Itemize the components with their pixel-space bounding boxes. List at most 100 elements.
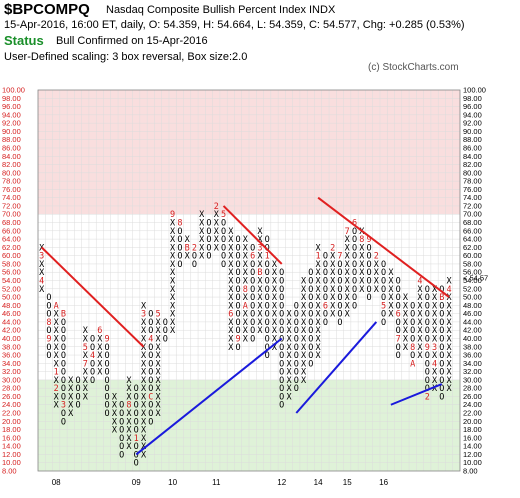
o-box: O xyxy=(323,260,328,270)
x-box: X xyxy=(170,318,176,328)
x-box: X xyxy=(228,252,234,262)
o-box: O xyxy=(177,252,182,262)
o-box: 7 xyxy=(396,334,401,344)
o-box: O xyxy=(148,417,153,427)
y-tick-left: 64.00 xyxy=(2,235,21,244)
x-box: X xyxy=(141,326,147,336)
x-box: X xyxy=(447,293,453,303)
x-box: X xyxy=(301,293,307,303)
x-box: 1 xyxy=(316,252,321,262)
x-box: X xyxy=(126,426,132,436)
x-box: X xyxy=(257,285,263,295)
x-box: 5 xyxy=(83,343,88,353)
o-box: O xyxy=(61,326,66,336)
o-box: O xyxy=(279,326,284,336)
y-tick-left: 8.00 xyxy=(2,467,17,476)
x-box: X xyxy=(97,368,103,378)
o-box: B xyxy=(61,310,66,320)
y-tick-left: 86.00 xyxy=(2,143,21,152)
o-box: O xyxy=(279,310,284,320)
o-box: O xyxy=(396,277,401,287)
y-tick-left: 16.00 xyxy=(2,433,21,442)
o-box: O xyxy=(250,301,255,311)
x-box: X xyxy=(286,384,292,394)
x-box: X xyxy=(228,285,234,295)
x-tick-label: 10 xyxy=(168,478,177,487)
x-box: X xyxy=(316,334,322,344)
o-box: O xyxy=(352,243,357,253)
x-box: X xyxy=(403,343,409,353)
o-box: O xyxy=(381,310,386,320)
x-box: X xyxy=(68,409,74,419)
o-box: O xyxy=(250,268,255,278)
o-box: 6 xyxy=(323,301,328,311)
o-box: O xyxy=(352,227,357,237)
x-box: X xyxy=(316,326,322,336)
o-box: O xyxy=(265,343,270,353)
x-box: X xyxy=(54,392,60,402)
x-box: 2 xyxy=(214,202,219,212)
x-box: 5 xyxy=(155,310,160,320)
x-box: X xyxy=(286,310,292,320)
y-tick-left: 90.00 xyxy=(2,127,21,136)
o-box: O xyxy=(90,368,95,378)
x-box: X xyxy=(257,227,263,237)
x-box: X xyxy=(432,326,438,336)
x-box: X xyxy=(97,359,103,369)
x-box: X xyxy=(243,318,249,328)
o-box: O xyxy=(337,310,342,320)
x-box: X xyxy=(272,268,278,278)
x-box: X xyxy=(170,301,176,311)
x-box: X xyxy=(141,368,147,378)
y-tick-left: 40.00 xyxy=(2,334,21,343)
x-box: 4 xyxy=(417,277,422,287)
x-box: X xyxy=(141,301,147,311)
x-box: X xyxy=(243,235,249,245)
status-value: Bull Confirmed on 15-Apr-2016 xyxy=(56,35,208,47)
o-box: O xyxy=(308,326,313,336)
x-box: X xyxy=(68,401,74,411)
x-box: X xyxy=(170,219,176,229)
x-box: X xyxy=(141,409,147,419)
y-tick-left: 70.00 xyxy=(2,210,21,219)
x-box: X xyxy=(141,392,147,402)
x-box: X xyxy=(301,376,307,386)
x-box: X xyxy=(214,243,220,253)
x-box: X xyxy=(97,334,103,344)
x-box: X xyxy=(417,334,423,344)
o-box: O xyxy=(294,384,299,394)
x-box: X xyxy=(432,351,438,361)
o-box: O xyxy=(250,318,255,328)
o-box: O xyxy=(192,252,197,262)
o-box: O xyxy=(279,301,284,311)
x-box: X xyxy=(214,235,220,245)
o-box: O xyxy=(134,426,139,436)
x-box: X xyxy=(345,301,351,311)
o-box: O xyxy=(148,409,153,419)
x-box: X xyxy=(316,260,322,270)
x-box: X xyxy=(301,351,307,361)
x-box: X xyxy=(228,343,234,353)
x-box: X xyxy=(447,301,453,311)
x-box: X xyxy=(417,310,423,320)
x-box: X xyxy=(345,243,351,253)
x-box: X xyxy=(330,268,336,278)
x-box: X xyxy=(83,368,89,378)
y-tick-left: 54.00 xyxy=(2,276,21,285)
o-box: O xyxy=(250,260,255,270)
x-box: X xyxy=(54,343,60,353)
o-box: O xyxy=(396,293,401,303)
o-box: O xyxy=(265,310,270,320)
o-box: O xyxy=(221,219,226,229)
o-box: O xyxy=(381,293,386,303)
x-box: X xyxy=(228,277,234,287)
y-tick-right: 20.00 xyxy=(463,417,482,426)
o-box: 9 xyxy=(46,334,51,344)
o-box: O xyxy=(134,442,139,452)
x-box: X xyxy=(301,285,307,295)
x-box: X xyxy=(214,219,220,229)
x-box: X xyxy=(359,243,365,253)
o-box: O xyxy=(134,409,139,419)
o-box: O xyxy=(294,368,299,378)
status-label: Status xyxy=(4,33,44,48)
